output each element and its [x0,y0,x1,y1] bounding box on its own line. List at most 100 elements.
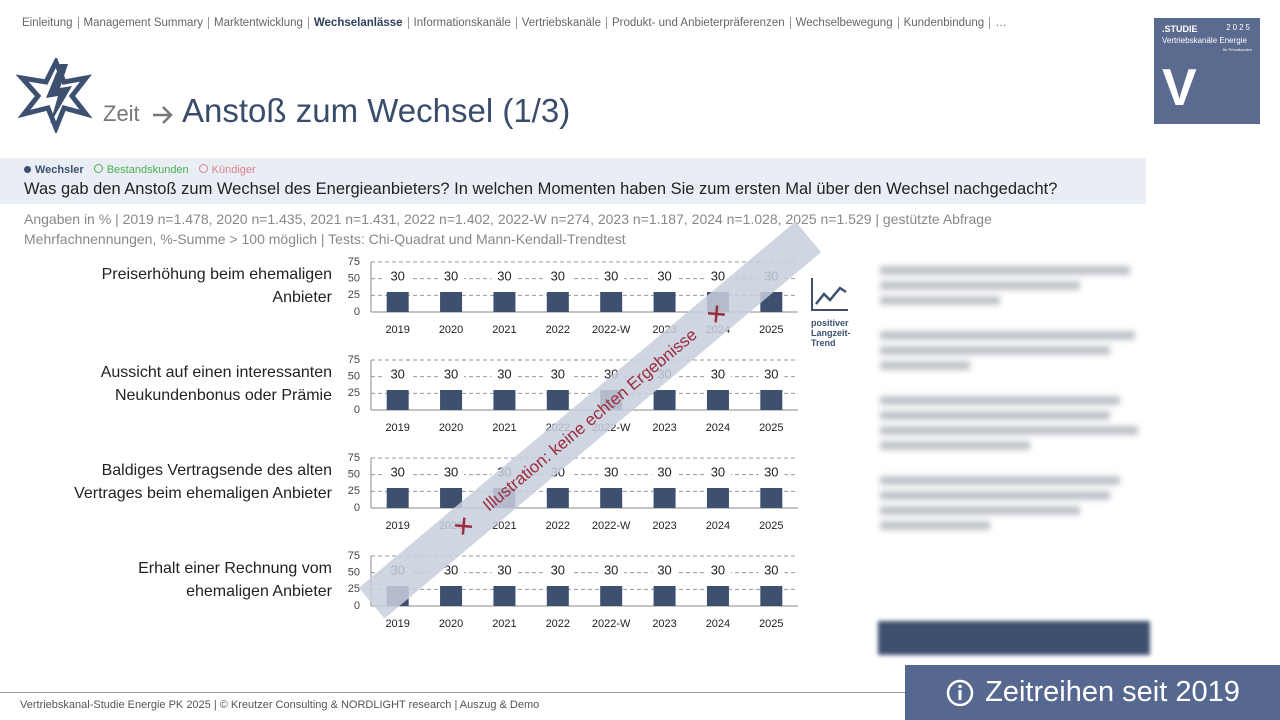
x-tick-label: 2022-W [592,324,631,336]
nav-item: Vertriebskanäle [516,17,607,29]
bar [600,488,623,508]
nav: Einleitung Management Summary Marktentwick… [22,17,1012,29]
legend-label: Kündiger [211,164,256,176]
value-label-bg [491,563,518,579]
x-tick-label: 2022 [546,520,570,532]
bar [760,488,783,508]
arrow-icon [153,106,173,124]
nav-item: Wechselbewegung [790,17,899,29]
y-tick-label: 75 [348,452,360,464]
chart-title: Preiserhöhung beim ehemaligen Anbieter [101,266,332,306]
bar [440,292,463,312]
footer: Vertriebskanal-Studie Energie PK 2025 | … [20,699,540,711]
value-label: 30 [764,562,778,577]
value-label-bg [491,367,518,383]
y-tick-label: 0 [354,502,360,514]
nav-item: Management Summary [78,17,210,29]
bar [653,292,676,312]
bar [493,292,516,312]
bar [760,586,783,606]
value-label-bg [651,563,678,579]
y-tick-label: 50 [348,469,360,481]
x-tick-label: 2021 [492,324,516,336]
value-label: 30 [551,562,565,577]
bar [600,292,623,312]
y-tick-label: 25 [348,387,360,399]
value-label: 30 [604,562,618,577]
x-tick-label: 2022 [546,324,570,336]
value-label-bg [704,269,731,285]
nav-item: Wechselanlässe [308,17,409,29]
value-label: 30 [444,562,458,577]
x-tick-label: 2023 [652,520,676,532]
x-tick-label: 2024 [706,520,730,532]
x-tick-label: 2023 [652,422,676,434]
bar [653,390,676,410]
chart-title: Aussicht auf einen interessanten Neukund… [100,364,332,404]
x-tick-label: 2024 [706,618,730,630]
value-label-bg [384,465,411,481]
note: Mehrfachnennungen, %-Summe > 100 möglich… [24,231,626,247]
badge: Zeitreihen seit 2019 [905,665,1280,720]
info-icon [946,679,974,706]
legend-label: Wechsler [35,164,84,176]
trend-icon [811,278,848,311]
value-label: 30 [711,366,725,381]
logo-study: .STUDIE [1162,24,1198,34]
y-tick-label: 0 [354,404,360,416]
bar [493,586,516,606]
y-tick-label: 25 [348,289,360,301]
bar [706,586,729,606]
legend-marker [198,164,208,173]
value-label: 30 [657,464,671,479]
y-tick-label: 0 [354,600,360,612]
value-label: 30 [657,562,671,577]
bar [546,292,569,312]
question-bar [0,158,1146,204]
value-label: 30 [604,268,618,283]
value-label: 30 [551,366,565,381]
x-tick-label: 2019 [385,324,409,336]
y-tick-label: 25 [348,583,360,595]
value-label-bg [598,563,625,579]
value-label: 30 [390,464,404,479]
logo-sub: für Privatkunden [1222,47,1252,52]
y-tick-label: 25 [348,485,360,497]
x-tick-label: 2022 [546,618,570,630]
value-label: 30 [444,268,458,283]
value-label: 30 [711,464,725,479]
value-label: 30 [764,366,778,381]
x-tick-label: 2019 [385,422,409,434]
bar [386,488,409,508]
value-label-bg [598,269,625,285]
bar [440,586,463,606]
logo-icon [16,58,93,133]
x-tick-label: 2020 [439,422,463,434]
bar [600,586,623,606]
x-tick-label: 2025 [759,520,783,532]
value-label: 30 [711,268,725,283]
trend-label: positiver Langzeit-Trend [811,318,851,348]
value-label: 30 [764,464,778,479]
bar [653,488,676,508]
value-label-bg [438,269,465,285]
bar [706,488,729,508]
bar [760,390,783,410]
y-tick-label: 75 [348,354,360,366]
nav-item: Produkt- und Anbieterpräferenzen [607,17,791,29]
x-tick-label: 2025 [759,618,783,630]
bar [546,586,569,606]
bar [493,390,516,410]
value-label: 30 [711,562,725,577]
question: Was gab den Anstoß zum Wechsel des Energ… [24,180,1058,198]
x-tick-label: 2024 [706,422,730,434]
x-tick-label: 2019 [385,618,409,630]
bar [386,292,409,312]
value-label: 30 [657,268,671,283]
value-label: 30 [390,268,404,283]
value-label-bg [438,465,465,481]
y-tick-label: 50 [348,371,360,383]
logo-letter: V [1162,59,1197,117]
